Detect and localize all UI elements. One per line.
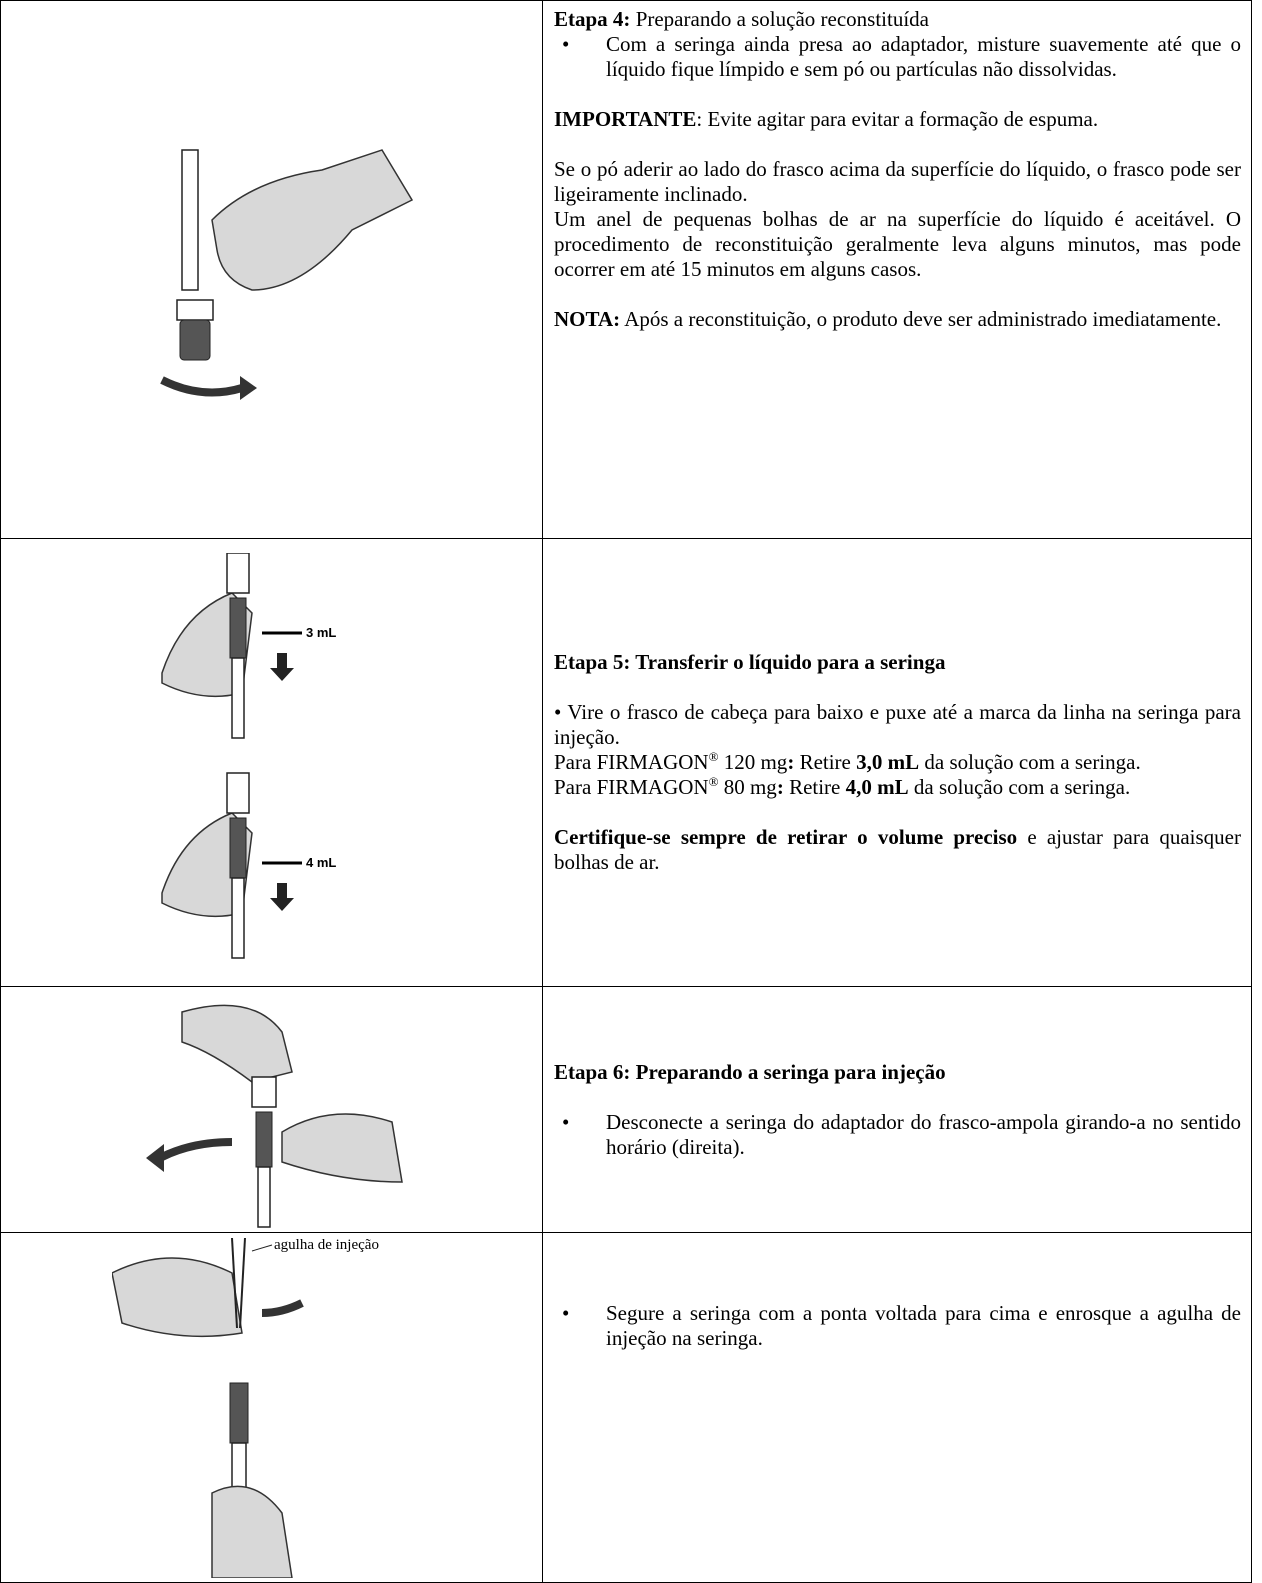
text-run: Se o pó aderir ao lado do frasco acima d…: [554, 157, 1241, 206]
text-cell: Etapa 4: Preparando a solução reconstitu…: [542, 0, 1252, 539]
paragraph: Etapa 4: Preparando a solução reconstitu…: [554, 7, 1241, 32]
bold-run: Etapa 4:: [554, 7, 631, 31]
text-run: Retire: [794, 750, 857, 774]
text-run: Para FIRMAGON: [554, 750, 709, 774]
paragraph: Certifique-se sempre de retirar o volume…: [554, 825, 1241, 875]
text-run: da solução com a seringa.: [919, 750, 1141, 774]
bold-run: Etapa 6: Preparando a seringa para injeç…: [554, 1059, 946, 1084]
image-label: 4 mL: [306, 855, 336, 870]
paragraph: Para FIRMAGON® 80 mg: Retire 4,0 mL da s…: [554, 775, 1241, 800]
image-cell: agulha de injeção: [0, 1232, 543, 1583]
row: Etapa 4: Preparando a solução reconstitu…: [0, 0, 1252, 539]
image-label: agulha de injeção: [274, 1237, 379, 1253]
text-block: NOTA: Após a reconstituição, o produto d…: [554, 307, 1241, 332]
text-run: Segure a seringa com a ponta voltada par…: [606, 1301, 1241, 1350]
text-block: Etapa 4: Preparando a solução reconstitu…: [554, 7, 1241, 82]
paragraph: Se o pó aderir ao lado do frasco acima d…: [554, 157, 1241, 207]
text-cell: Segure a seringa com a ponta voltada par…: [542, 1232, 1252, 1583]
bold-run: Certifique-se sempre de retirar o volume…: [554, 825, 1018, 849]
text-run: da solução com a seringa.: [908, 775, 1131, 799]
row: 3 mL 4 mL Etapa 5: Transferir o líquido …: [0, 538, 1252, 987]
bullet-item: Desconecte a seringa do adaptador do fra…: [554, 1110, 1241, 1160]
bullet-item: Com a seringa ainda presa ao adaptador, …: [554, 32, 1241, 82]
text-block: Etapa 5: Transferir o líquido para a ser…: [554, 650, 1241, 675]
superscript: ®: [708, 774, 719, 789]
row: agulha de injeção Segure a seringa com a…: [0, 1232, 1252, 1583]
paragraph: Para FIRMAGON® 120 mg: Retire 3,0 mL da …: [554, 750, 1241, 775]
text-block: Se o pó aderir ao lado do frasco acima d…: [554, 157, 1241, 282]
image-label: 3 mL: [306, 625, 336, 640]
text-run: Um anel de pequenas bolhas de ar na supe…: [554, 207, 1241, 281]
bold-run: NOTA:: [554, 307, 621, 331]
paragraph: Um anel de pequenas bolhas de ar na supe…: [554, 207, 1241, 282]
text-run: Preparando a solução reconstituída: [630, 7, 930, 31]
text-cell: Etapa 5: Transferir o líquido para a ser…: [542, 538, 1252, 987]
text-run: Para FIRMAGON: [554, 775, 709, 799]
image-cell: [0, 986, 543, 1233]
paragraph: IMPORTANTE: Evite agitar para evitar a f…: [554, 107, 1241, 132]
text-run: 80 mg: [718, 775, 777, 799]
text-run: • Vire o frasco de cabeça para baixo e p…: [554, 700, 1241, 749]
image-cell: [0, 0, 543, 539]
paragraph: NOTA: Após a reconstituição, o produto d…: [554, 307, 1241, 332]
text-run: 120 mg: [718, 750, 788, 774]
row: Etapa 6: Preparando a seringa para injeç…: [0, 986, 1252, 1233]
bold-run: Etapa 5: Transferir o líquido para a ser…: [554, 650, 946, 674]
text-run: Desconecte a seringa do adaptador do fra…: [606, 1109, 1241, 1159]
text-run: e ajustar para quaisquer bolhas de ar.: [554, 825, 1241, 874]
superscript: ®: [708, 749, 719, 764]
illustration: [145, 1004, 403, 1228]
paragraph: Etapa 5: Transferir o líquido para a ser…: [554, 650, 1241, 675]
text-block: Segure a seringa com a ponta voltada par…: [554, 1301, 1241, 1351]
paragraph: Etapa 6: Preparando a seringa para injeç…: [554, 1060, 1241, 1085]
image-cell: 3 mL 4 mL: [0, 538, 543, 987]
bold-run: :: [787, 750, 795, 774]
text-block: IMPORTANTE: Evite agitar para evitar a f…: [554, 107, 1241, 132]
illustration: [159, 148, 413, 400]
text-block: Certifique-se sempre de retirar o volume…: [554, 825, 1241, 875]
text-cell: Etapa 6: Preparando a seringa para injeç…: [542, 986, 1252, 1233]
bold-run: :: [776, 775, 784, 799]
bold-run: IMPORTANTE: [554, 107, 697, 131]
paragraph: • Vire o frasco de cabeça para baixo e p…: [554, 700, 1241, 750]
text-run: Com a seringa ainda presa ao adaptador, …: [606, 32, 1241, 81]
bullet-item: Segure a seringa com a ponta voltada par…: [554, 1301, 1241, 1351]
illustration: 3 mL 4 mL: [160, 552, 336, 959]
text-block: Desconecte a seringa do adaptador do fra…: [554, 1110, 1241, 1160]
text-block: • Vire o frasco de cabeça para baixo e p…: [554, 700, 1241, 800]
bold-run: 3,0 mL: [856, 750, 920, 774]
text-block: Etapa 6: Preparando a seringa para injeç…: [554, 1060, 1241, 1085]
bold-run: 4,0 mL: [845, 775, 909, 799]
illustration: agulha de injeção: [111, 1237, 379, 1578]
text-run: Após a reconstituição, o produto deve se…: [620, 307, 1222, 331]
text-run: : Evite agitar para evitar a formação de…: [696, 107, 1099, 131]
text-run: Retire: [783, 775, 846, 799]
